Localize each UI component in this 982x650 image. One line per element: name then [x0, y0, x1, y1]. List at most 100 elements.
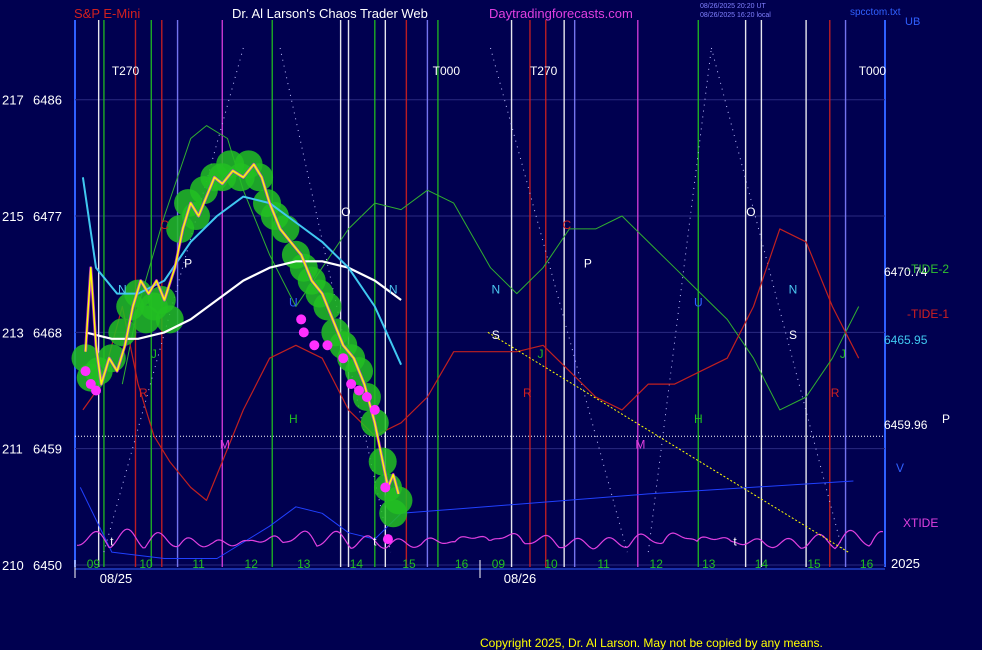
timestamp-local: 08/26/2025 16:20 local [700, 12, 771, 19]
price-line [84, 163, 400, 495]
chart-title: Dr. Al Larson's Chaos Trader Web [232, 6, 428, 21]
y-tick-spy: 211 [2, 442, 23, 457]
cycle-marker-label: T000 [433, 64, 461, 78]
planet-letter: U [694, 296, 703, 310]
planet-letter: N [118, 283, 127, 297]
y-tick-spy: 217 [2, 93, 24, 108]
cyan-wave-line [81, 177, 403, 366]
dotted-fan-line [647, 47, 712, 553]
planet-letter: O [746, 205, 755, 219]
tide-1-line [82, 228, 860, 501]
magenta-dot [361, 391, 372, 402]
x-tick-hour: 12 [650, 557, 664, 571]
x-tick-hour: 13 [297, 557, 311, 571]
x-tick-hour: 16 [455, 557, 469, 571]
planet-letter: H [694, 412, 703, 426]
timestamp-ut: 08/26/2025 20:20 UT [700, 3, 766, 10]
cycle-marker-label: T270 [112, 64, 140, 78]
y-tick-es: 6486 [33, 93, 62, 108]
right-value-label: 6470.74 [884, 265, 928, 279]
cycle-marker-label: T000 [859, 64, 887, 78]
x-tick-hour: 16 [860, 557, 874, 571]
v-line [79, 480, 854, 559]
x-tick-hour: 10 [139, 557, 153, 571]
magenta-dot [296, 314, 307, 325]
x-tick-hour: 11 [192, 557, 205, 571]
energy-bubble [108, 318, 137, 347]
magenta-dot [91, 385, 102, 396]
magenta-dot [80, 366, 91, 377]
planet-letter: R [523, 386, 532, 400]
y-tick-es: 6459 [33, 442, 62, 457]
planet-letter: t [110, 535, 114, 549]
planet-letter: J [840, 347, 846, 361]
magenta-dot [338, 353, 349, 364]
p-label: P [942, 412, 950, 426]
grid [74, 20, 886, 578]
magenta-dot [322, 340, 333, 351]
planet-letter: O [341, 205, 350, 219]
v-label: V [896, 461, 904, 475]
year-label: 2025 [891, 556, 920, 571]
planet-letter: t [733, 535, 737, 549]
magenta-dot [298, 327, 309, 338]
planet-letter: N [789, 283, 798, 297]
planet-letter: J [151, 347, 157, 361]
x-tick-hour: 14 [350, 557, 364, 571]
x-tick-hour: 11 [597, 557, 610, 571]
planet-letter: U [289, 296, 298, 310]
planet-letter: H [289, 412, 298, 426]
x-tick-hour: 14 [755, 557, 769, 571]
x-tick-hour: 09 [492, 557, 506, 571]
xtide-label: XTIDE [903, 516, 938, 530]
y-tick-es: 6450 [33, 558, 62, 573]
series-layer [71, 125, 884, 559]
planet-letter: N [389, 283, 398, 297]
right-value-label: 6459.96 [884, 418, 928, 432]
planet-letter: S [789, 328, 797, 342]
labels-layer: 217 6486 215 6477 213 6468 211 6459 210 6450 09 10 1… [2, 64, 950, 586]
planet-letter: t [373, 535, 377, 549]
planet-letter: C [160, 218, 169, 232]
y-tick-es: 6477 [33, 209, 62, 224]
y-tick-spy: 215 [2, 209, 24, 224]
x-tick-hour: 10 [544, 557, 558, 571]
x-tick-hour: 15 [807, 557, 821, 571]
file-name: spcctom.txt [850, 7, 901, 18]
y-tick-es: 6468 [33, 325, 62, 340]
magenta-dot [380, 482, 391, 493]
right-value-label: 6465.95 [884, 333, 928, 347]
energy-bubble [384, 486, 413, 515]
copyright: Copyright 2025, Dr. Al Larson. May not b… [480, 636, 823, 650]
xtide-line [76, 528, 884, 550]
site-link[interactable]: Daytradingforecasts.com [489, 6, 633, 21]
planet-letter: R [831, 386, 840, 400]
x-date-label: 08/26 [504, 571, 537, 586]
x-tick-hour: 09 [87, 557, 101, 571]
magenta-dot [382, 534, 393, 545]
planet-letter: M [635, 438, 645, 452]
planet-letter: C [562, 218, 571, 232]
x-tick-hour: 15 [402, 557, 416, 571]
x-tick-hour: 12 [245, 557, 259, 571]
magenta-dot [346, 379, 357, 390]
planet-letter: R [139, 386, 148, 400]
y-tick-spy: 213 [2, 325, 24, 340]
energy-bubble [245, 163, 274, 192]
planet-letter: N [491, 283, 500, 297]
x-date-label: 08/25 [100, 571, 133, 586]
tide-1-label: -TIDE-1 [907, 307, 949, 321]
tide-2-line [121, 125, 860, 411]
y-tick-spy: 210 [2, 558, 24, 573]
planet-letter: P [584, 257, 592, 271]
magenta-dot [354, 385, 365, 396]
cycle-marker-label: T270 [530, 64, 558, 78]
planet-letter: P [184, 257, 192, 271]
planet-letter: J [537, 347, 543, 361]
x-tick-hour: 13 [702, 557, 716, 571]
planet-letter: M [220, 438, 230, 452]
magenta-dot [309, 340, 320, 351]
planet-letter: S [492, 328, 500, 342]
symbol-title: S&P E-Mini [74, 6, 140, 21]
